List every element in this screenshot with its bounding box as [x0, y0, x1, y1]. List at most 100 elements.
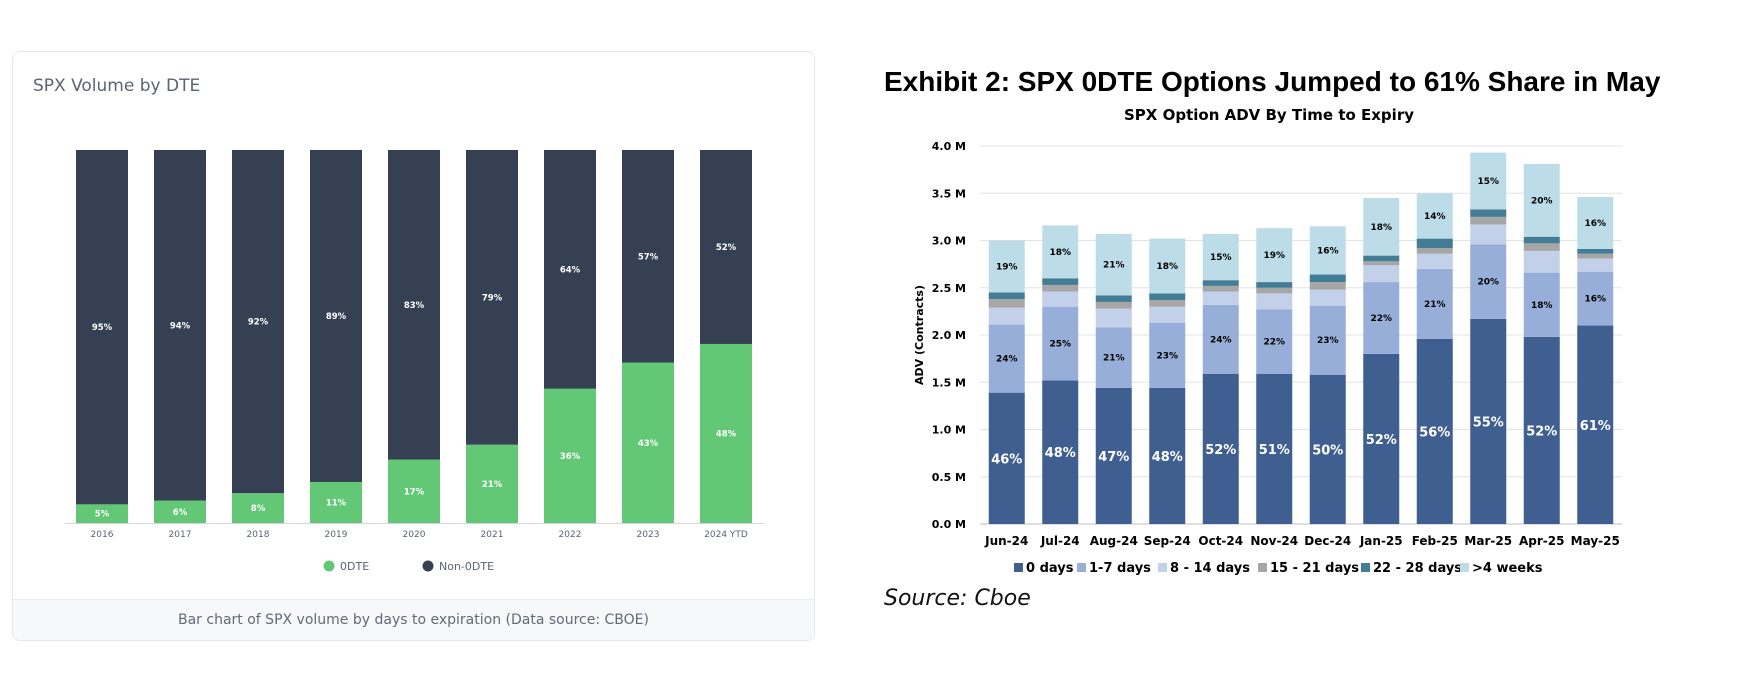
bar-data-label: 56%	[1419, 425, 1450, 440]
bar-data-label: 52%	[1205, 443, 1236, 458]
card-title: SPX Volume by DTE	[33, 76, 201, 96]
x-tick-label: 2024 YTD	[704, 530, 748, 540]
bar-segment-5-5	[1256, 228, 1293, 283]
bar-segment-4-1	[1042, 278, 1079, 285]
bar-data-label: 17%	[404, 487, 425, 497]
bar-segment-4-2	[1095, 295, 1132, 302]
bar-segment-1-0	[988, 324, 1025, 393]
legend-item: 22 - 28 days	[1361, 561, 1462, 576]
legend-label: Non-0DTE	[439, 560, 494, 573]
bar-non-0dte-0	[76, 150, 128, 505]
bar-non-0dte-5	[466, 150, 518, 445]
bar-data-label: 92%	[248, 318, 269, 328]
bar-data-label: 21%	[1103, 354, 1125, 364]
bar-data-label: 19%	[1263, 251, 1285, 261]
y-tick-label: 0.5 M	[932, 471, 966, 484]
bar-segment-3-4	[1202, 285, 1239, 292]
bar-data-label: 18%	[1156, 262, 1178, 272]
y-tick-label: 2.5 M	[932, 282, 966, 295]
bar-data-label: 48%	[716, 429, 737, 439]
bar-data-label: 11%	[326, 498, 347, 508]
y-tick-label: 4.0 M	[932, 140, 966, 153]
legend-item: >4 weeks	[1460, 561, 1543, 576]
bar-segment-5-0	[988, 240, 1025, 293]
bar-data-label: 57%	[638, 252, 659, 262]
volume-by-dte-card: SPX Volume by DTE 5% 95% 2016 6% 94% 2017 8% 92…	[12, 51, 815, 641]
bar-data-label: 18%	[1370, 223, 1392, 233]
bar-non-0dte-7	[622, 150, 674, 363]
bar-data-label: 20%	[1477, 278, 1499, 288]
legend-label: 0 days	[1026, 561, 1074, 576]
bar-data-label: 6%	[173, 508, 188, 518]
bar-segment-2-4	[1202, 291, 1239, 305]
x-tick-label: Jan-25	[1359, 534, 1403, 548]
legend-item: 1-7 days	[1077, 561, 1151, 576]
bar-segment-5-10	[1523, 163, 1560, 237]
bar-0dte-7	[622, 362, 674, 523]
y-tick-label: 3.0 M	[932, 235, 966, 248]
bar-segment-0-10	[1523, 336, 1560, 524]
bar-data-label: 23%	[1317, 336, 1339, 346]
bar-segment-5-7	[1363, 197, 1400, 256]
x-tick-label: 2020	[403, 530, 426, 540]
bar-segment-2-7	[1363, 265, 1400, 283]
bar-segment-5-4	[1202, 233, 1239, 281]
bar-segment-3-1	[1042, 284, 1079, 292]
bar-segment-5-8	[1416, 193, 1453, 239]
bar-data-label: 51%	[1259, 443, 1290, 458]
bar-data-label: 24%	[996, 355, 1018, 365]
bar-data-label: 20%	[1531, 196, 1553, 206]
volume-by-dte-chart: 5% 95% 2016 6% 94% 2017 8% 92% 2018 11% 89% 2019 17%…	[65, 150, 764, 573]
bar-segment-3-11	[1577, 253, 1614, 259]
bar-data-label: 52%	[716, 243, 737, 253]
x-tick-label: Apr-25	[1519, 534, 1564, 548]
y-axis-label: ADV (Contracts)	[913, 285, 926, 385]
bar-segment-4-7	[1363, 255, 1400, 262]
bar-segment-2-10	[1523, 250, 1560, 273]
x-tick-label: Nov-24	[1250, 534, 1298, 548]
legend-label: 15 - 21 days	[1270, 561, 1359, 576]
bar-segment-2-5	[1256, 293, 1293, 310]
bar-data-label: 22%	[1263, 338, 1285, 348]
bar-segment-4-11	[1577, 249, 1614, 254]
bar-data-label: 95%	[92, 323, 113, 333]
bar-data-label: 14%	[1424, 212, 1446, 222]
bar-segment-4-5	[1256, 282, 1293, 288]
x-tick-label: Feb-25	[1412, 534, 1458, 548]
legend-swatch	[323, 560, 335, 572]
bar-data-label: 24%	[1210, 335, 1232, 345]
bar-segment-3-7	[1363, 261, 1400, 266]
y-tick-label: 1.5 M	[932, 376, 966, 389]
bar-segment-0-3	[1149, 387, 1186, 524]
bar-data-label: 22%	[1370, 314, 1392, 324]
bar-segment-1-5	[1256, 309, 1293, 374]
bar-segment-0-11	[1577, 325, 1614, 524]
bar-data-label: 55%	[1473, 415, 1504, 430]
bar-segment-5-1	[1042, 225, 1079, 279]
legend-item: 8 - 14 days	[1158, 561, 1250, 576]
bar-data-label: 94%	[170, 321, 191, 331]
bar-segment-5-9	[1470, 152, 1507, 210]
y-tick-label: 0.0 M	[932, 518, 966, 531]
bar-data-label: 64%	[560, 265, 581, 275]
bar-segment-3-6	[1309, 282, 1346, 290]
legend-label: >4 weeks	[1472, 561, 1543, 576]
bar-segment-0-8	[1416, 338, 1453, 524]
bar-0dte-5	[466, 444, 518, 523]
bar-non-0dte-3	[310, 150, 362, 482]
bar-0dte-3	[310, 481, 362, 523]
legend-label: 8 - 14 days	[1170, 561, 1250, 576]
legend-swatch	[1014, 563, 1023, 572]
bar-segment-1-4	[1202, 304, 1239, 374]
bar-data-label: 52%	[1526, 424, 1557, 439]
bar-non-0dte-1	[154, 150, 206, 501]
x-tick-label: 2019	[325, 530, 348, 540]
legend-item-non-0dte: Non-0DTE	[422, 560, 494, 573]
bar-segment-1-3	[1149, 322, 1186, 388]
bar-non-0dte-4	[388, 150, 440, 460]
y-tick-label: 3.5 M	[932, 187, 966, 200]
bar-segment-0-4	[1202, 373, 1239, 524]
bar-0dte-2	[232, 493, 284, 523]
bar-segment-3-0	[988, 299, 1025, 308]
bar-data-label: 48%	[1152, 450, 1183, 465]
